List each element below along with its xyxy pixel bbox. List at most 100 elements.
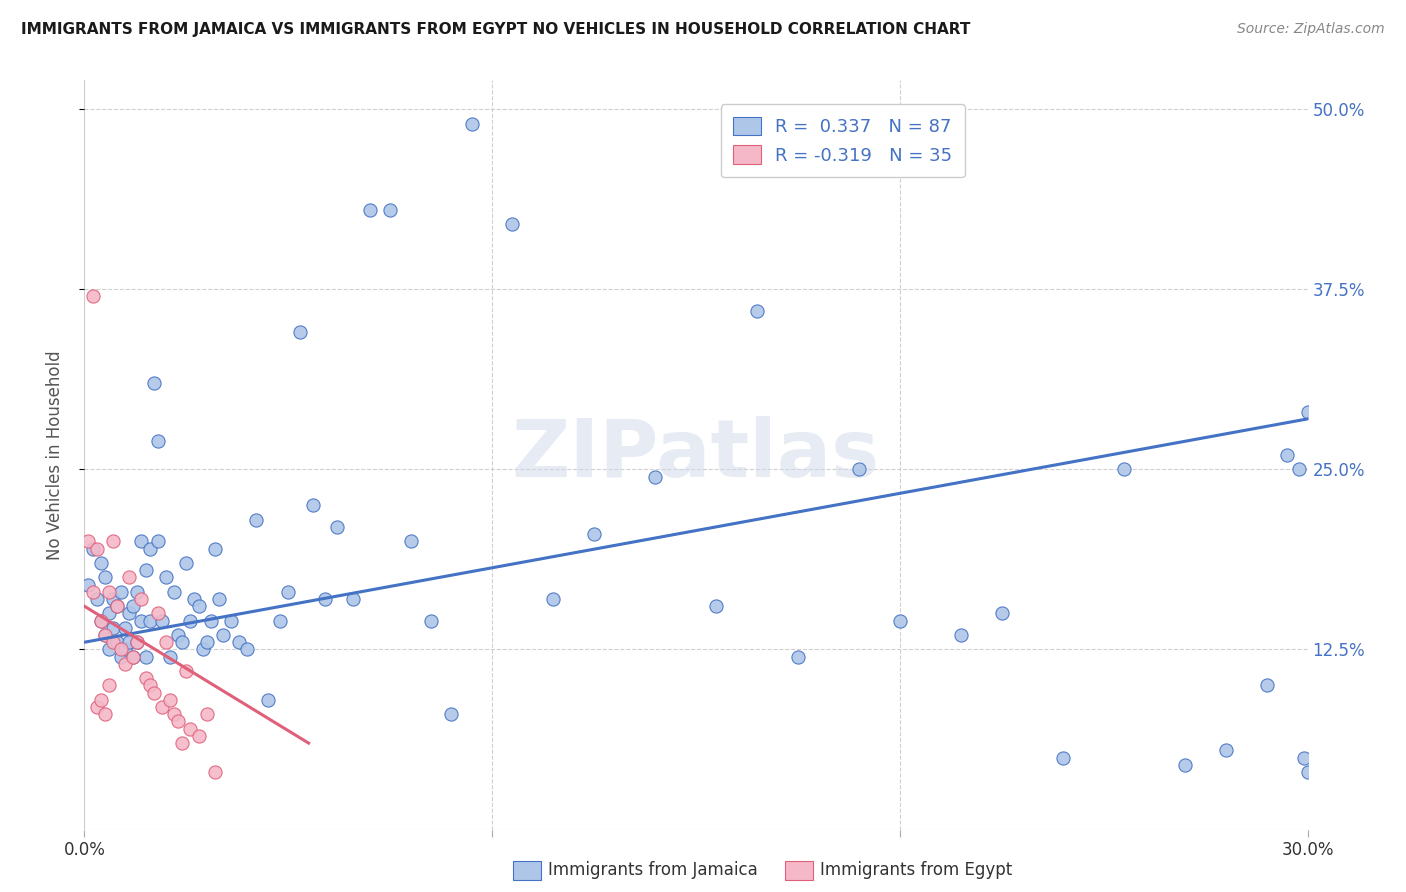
Text: IMMIGRANTS FROM JAMAICA VS IMMIGRANTS FROM EGYPT NO VEHICLES IN HOUSEHOLD CORREL: IMMIGRANTS FROM JAMAICA VS IMMIGRANTS FR… <box>21 22 970 37</box>
Point <box>195 635 218 649</box>
Point <box>138 678 160 692</box>
Point <box>159 649 181 664</box>
Point <box>90 556 112 570</box>
Point <box>399 534 422 549</box>
Point <box>135 563 157 577</box>
Point <box>314 592 336 607</box>
Point <box>131 534 153 549</box>
Point <box>1296 764 1319 779</box>
Point <box>706 599 728 614</box>
Point <box>172 736 194 750</box>
Point <box>155 570 177 584</box>
Point <box>583 527 606 541</box>
Point <box>889 614 911 628</box>
Point <box>93 628 115 642</box>
Point <box>90 693 112 707</box>
Point <box>122 649 145 664</box>
Point <box>101 592 124 607</box>
Point <box>204 541 226 556</box>
Point <box>1215 743 1237 757</box>
Point <box>114 657 136 671</box>
Point <box>461 116 484 130</box>
Point <box>90 614 112 628</box>
Point <box>1256 678 1278 692</box>
Point <box>82 584 104 599</box>
Point <box>167 714 190 729</box>
Point <box>77 534 100 549</box>
Point <box>138 541 160 556</box>
Point <box>174 664 197 678</box>
Point <box>122 599 145 614</box>
Point <box>97 607 120 621</box>
Point <box>146 434 169 448</box>
Point <box>174 556 197 570</box>
Point <box>991 607 1014 621</box>
Point <box>208 592 231 607</box>
Point <box>1052 750 1074 764</box>
Point <box>326 520 349 534</box>
Point <box>86 541 108 556</box>
Point <box>848 462 870 476</box>
Point <box>105 599 128 614</box>
Point <box>110 649 132 664</box>
Text: Immigrants from Jamaica: Immigrants from Jamaica <box>548 861 758 879</box>
Point <box>747 303 769 318</box>
Point <box>183 592 205 607</box>
Point <box>138 614 160 628</box>
Point <box>146 534 169 549</box>
Point <box>420 614 443 628</box>
Point <box>1114 462 1136 476</box>
Point <box>380 202 402 217</box>
Point <box>163 584 186 599</box>
Point <box>179 614 201 628</box>
Point <box>142 376 165 390</box>
Point <box>82 541 104 556</box>
Point <box>127 584 149 599</box>
Point <box>127 635 149 649</box>
Point <box>1288 462 1310 476</box>
Point <box>269 614 291 628</box>
Point <box>93 628 115 642</box>
Point <box>101 534 124 549</box>
Point <box>1296 405 1319 419</box>
Point <box>110 584 132 599</box>
Point <box>114 621 136 635</box>
Point <box>131 614 153 628</box>
Legend: R =  0.337   N = 87, R = -0.319   N = 35: R = 0.337 N = 87, R = -0.319 N = 35 <box>721 104 965 178</box>
Point <box>212 628 235 642</box>
Point <box>179 722 201 736</box>
Point <box>118 607 141 621</box>
Point <box>342 592 364 607</box>
Point <box>187 599 209 614</box>
Point <box>150 614 173 628</box>
Point <box>131 592 153 607</box>
Point <box>122 649 145 664</box>
Point <box>77 577 100 591</box>
Point <box>644 469 666 483</box>
Point <box>97 642 120 657</box>
Point <box>245 513 267 527</box>
Point <box>236 642 259 657</box>
Point <box>257 693 280 707</box>
Point <box>114 642 136 657</box>
Point <box>146 607 169 621</box>
Y-axis label: No Vehicles in Household: No Vehicles in Household <box>45 350 63 560</box>
Point <box>191 642 214 657</box>
Point <box>150 700 173 714</box>
Point <box>90 614 112 628</box>
Point <box>543 592 565 607</box>
Text: Immigrants from Egypt: Immigrants from Egypt <box>820 861 1012 879</box>
Point <box>105 635 128 649</box>
Point <box>163 707 186 722</box>
Point <box>195 707 218 722</box>
Point <box>219 614 242 628</box>
Point <box>97 584 120 599</box>
Point <box>787 649 810 664</box>
Point <box>135 649 157 664</box>
Point <box>1277 448 1299 462</box>
Text: Source: ZipAtlas.com: Source: ZipAtlas.com <box>1237 22 1385 37</box>
Point <box>135 671 157 685</box>
Point <box>86 700 108 714</box>
Point <box>204 764 226 779</box>
Point <box>167 628 190 642</box>
